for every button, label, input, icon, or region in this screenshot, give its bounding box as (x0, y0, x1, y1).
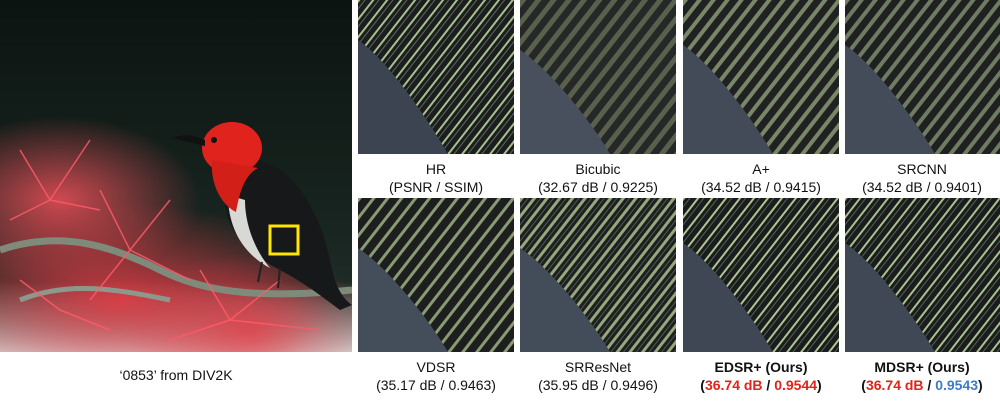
patch-bicubic (520, 0, 676, 154)
method-metrics: (34.52 dB / 0.9415) (681, 178, 841, 196)
caption-edsr: EDSR+ (Ours) (36.74 dB / 0.9544) (681, 358, 841, 394)
psnr-best: 36.74 dB (866, 377, 924, 393)
bird-illustration (0, 0, 352, 352)
method-name: VDSR (356, 358, 516, 376)
method-name: A+ (681, 160, 841, 178)
method-name: HR (356, 160, 516, 178)
method-metrics: (PSNR / SSIM) (356, 178, 516, 196)
patch-srcnn (845, 0, 1000, 154)
method-name: MDSR+ (Ours) (842, 358, 1000, 376)
patch-edsr (683, 198, 839, 352)
method-metrics: (34.52 dB / 0.9401) (842, 178, 1000, 196)
patch-mdsr (845, 198, 1000, 352)
patch-vdsr (358, 198, 514, 352)
method-metrics: (32.67 dB / 0.9225) (518, 178, 678, 196)
metrics-sep: / (763, 377, 775, 393)
method-metrics: (35.95 dB / 0.9496) (518, 376, 678, 394)
patch-aplus (683, 0, 839, 154)
caption-mdsr: MDSR+ (Ours) (36.74 dB / 0.9543) (842, 358, 1000, 394)
ssim-best: 0.9544 (774, 377, 817, 393)
method-name: Bicubic (518, 160, 678, 178)
method-name: SRResNet (518, 358, 678, 376)
psnr-best: 36.74 dB (705, 377, 763, 393)
method-name: SRCNN (842, 160, 1000, 178)
caption-srresnet: SRResNet (35.95 dB / 0.9496) (518, 358, 678, 394)
method-metrics: (35.17 dB / 0.9463) (356, 376, 516, 394)
patch-hr (358, 0, 514, 154)
patch-srresnet (520, 198, 676, 352)
metrics-sep: / (924, 377, 936, 393)
method-metrics: (36.74 dB / 0.9543) (842, 376, 1000, 394)
method-metrics: (36.74 dB / 0.9544) (681, 376, 841, 394)
ssim-second-best: 0.9543 (935, 377, 978, 393)
caption-bicubic: Bicubic (32.67 dB / 0.9225) (518, 160, 678, 196)
caption-srcnn: SRCNN (34.52 dB / 0.9401) (842, 160, 1000, 196)
main-photo-bird (0, 0, 352, 352)
caption-hr: HR (PSNR / SSIM) (356, 160, 516, 196)
caption-aplus: A+ (34.52 dB / 0.9415) (681, 160, 841, 196)
metrics-close: ) (978, 377, 983, 393)
metrics-close: ) (817, 377, 822, 393)
method-name: EDSR+ (Ours) (681, 358, 841, 376)
caption-vdsr: VDSR (35.17 dB / 0.9463) (356, 358, 516, 394)
main-image-caption: ‘0853’ from DIV2K (0, 366, 352, 384)
